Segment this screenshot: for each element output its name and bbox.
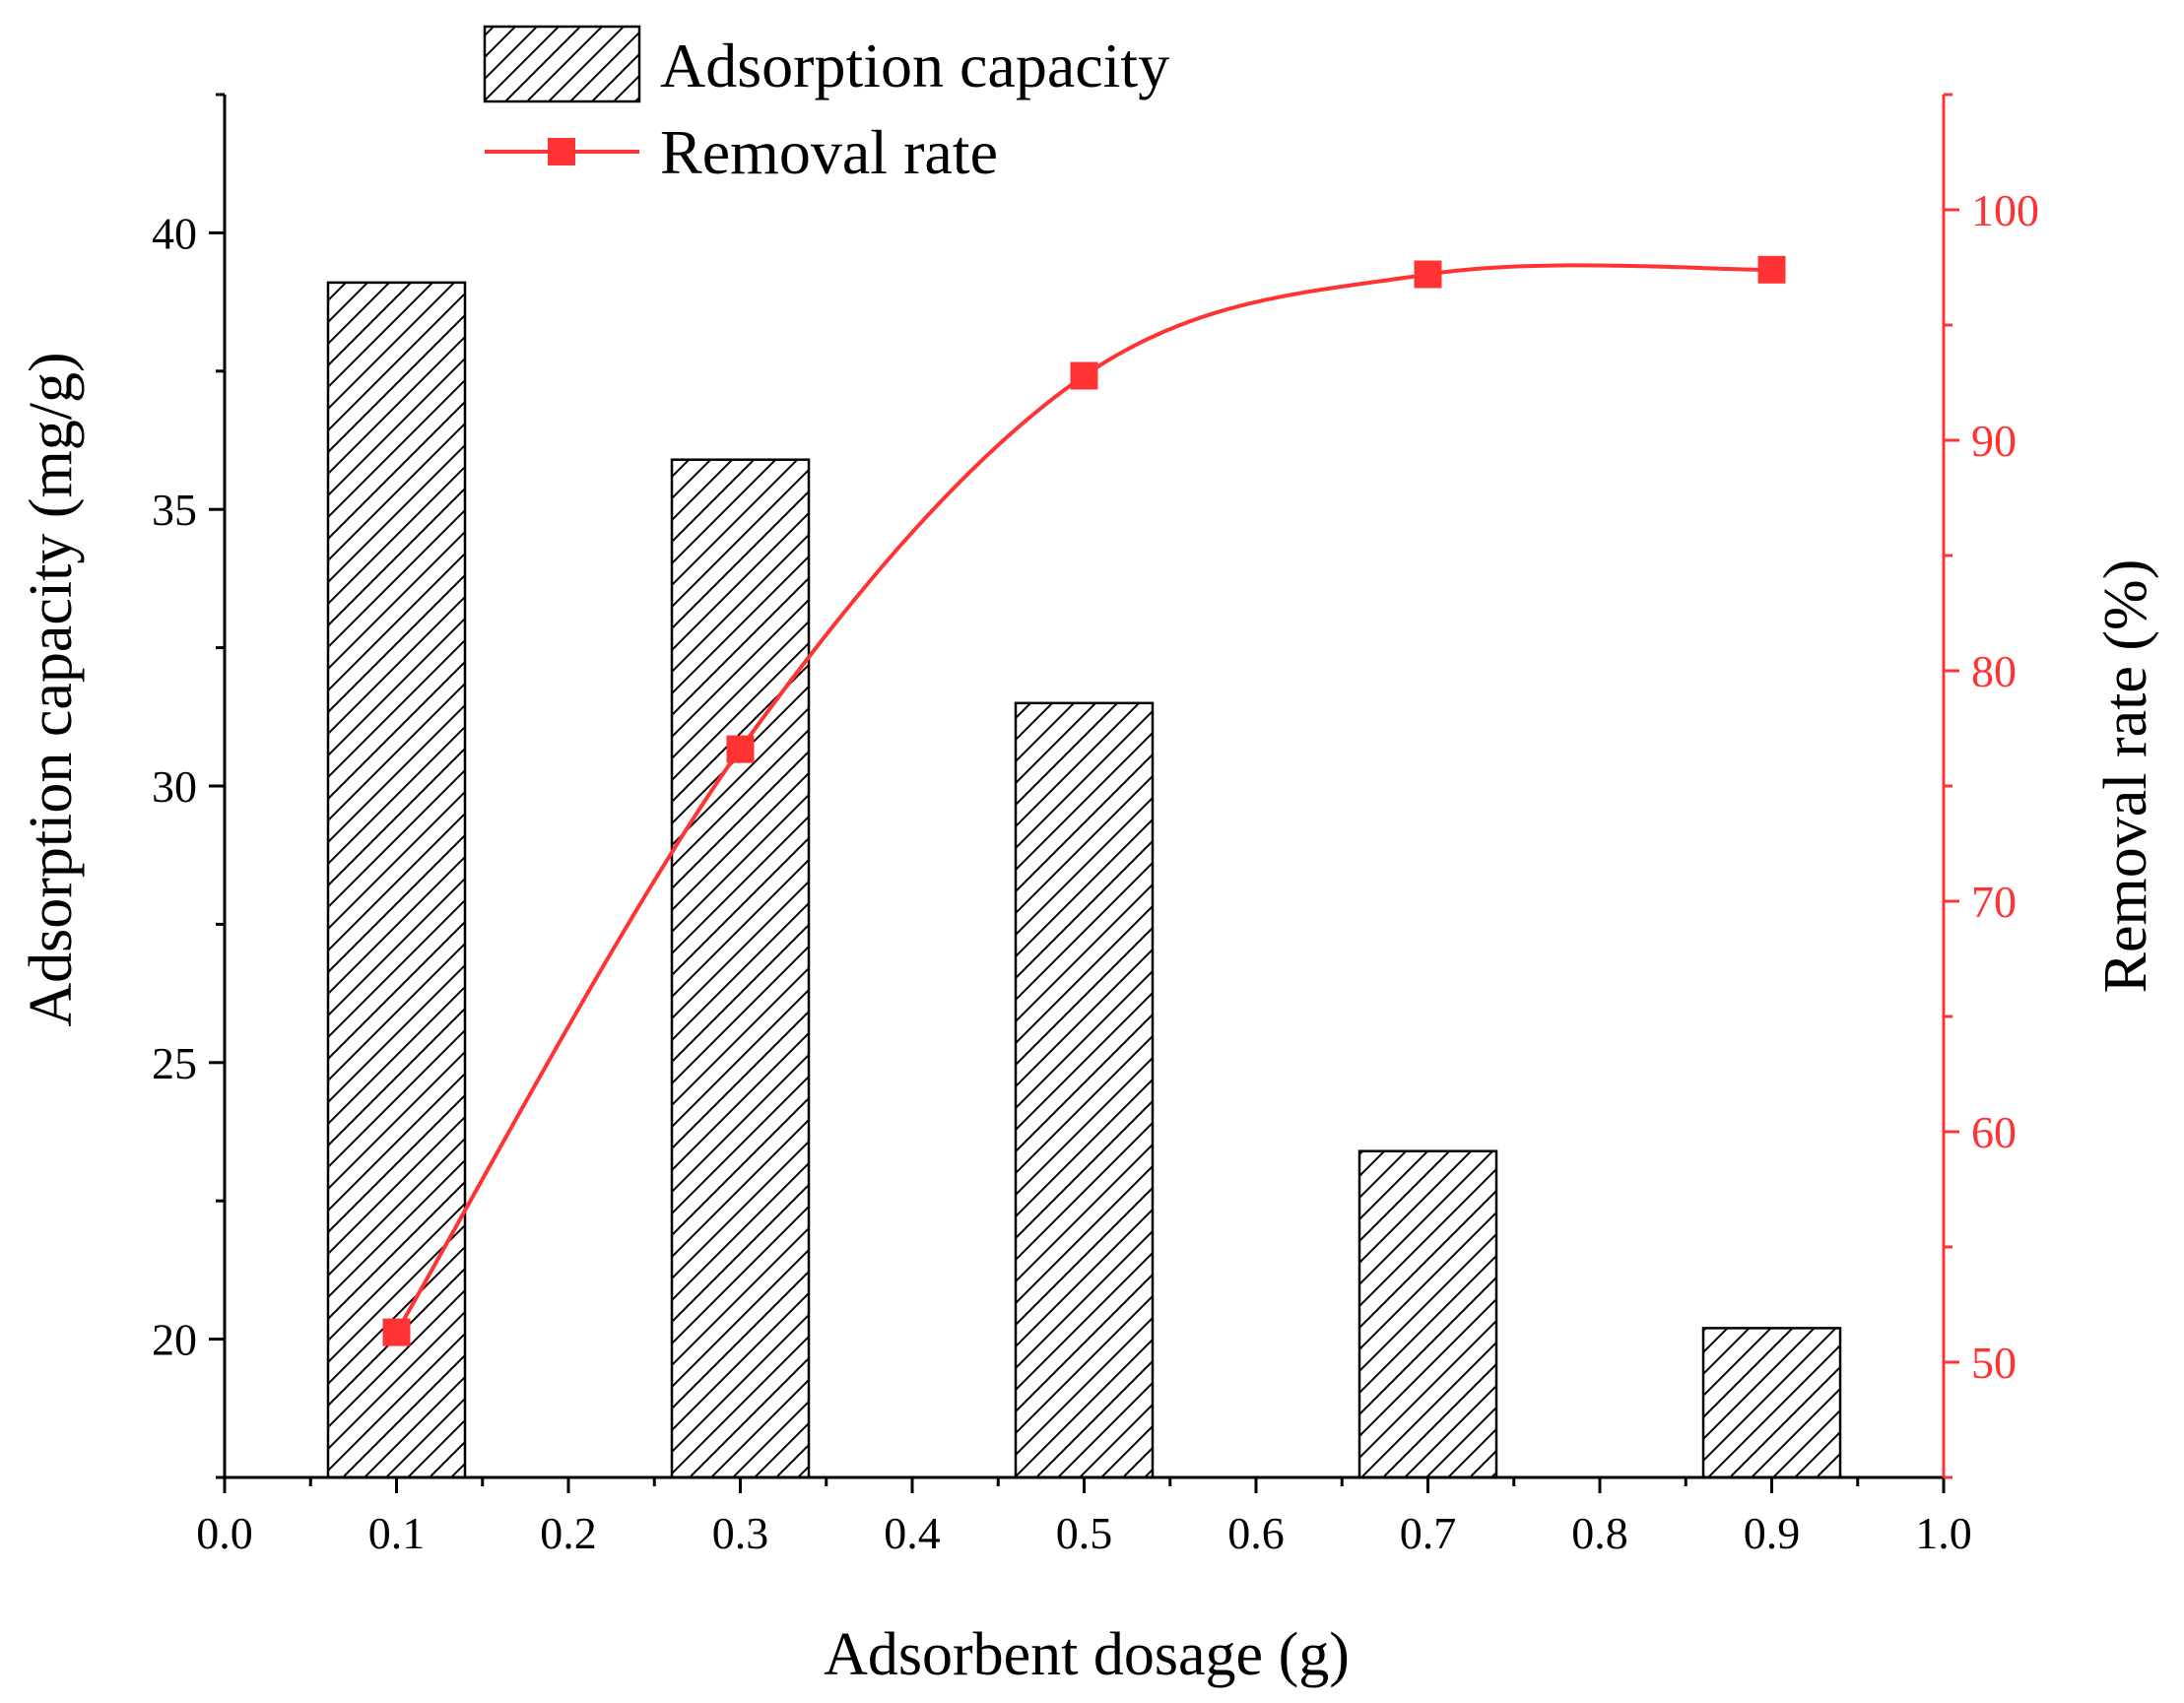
x-tick-label-0.5: 0.5 [1056,1508,1113,1558]
y-right-tick-label-100: 100 [1971,185,2039,235]
removal-rate-marker-0.5 [1070,361,1098,390]
legend: Adsorption capacity Removal rate [483,25,1169,187]
axes-layer: 0.0 0.1 0.2 0.3 0.4 0.5 0.6 0.7 0.8 0.9 1.0 20 25 30 3… [152,93,2039,1558]
removal-rate-marker-0.9 [1757,255,1786,284]
y-right-tick-label-70: 70 [1971,877,2017,927]
legend-marker-square [548,138,575,165]
y-left-tick-label-25: 25 [152,1038,197,1088]
y-left-axis-title: Adsorption capacity (mg/g) [18,352,85,1026]
x-tick-label-0.9: 0.9 [1744,1508,1801,1558]
legend-item-adsorption-capacity: Adsorption capacity [483,25,1169,103]
y-right-axis-title: Removal rate (%) [2092,559,2159,994]
legend-label-removal-rate: Removal rate [660,117,998,187]
removal-rate-marker-0.7 [1414,260,1442,289]
x-tick-label-0.1: 0.1 [368,1508,426,1558]
y-right-tick-label-80: 80 [1971,646,2017,696]
bars-layer [326,281,1842,1479]
line-layer [382,255,1786,1346]
y-right-tick-label-50: 50 [1971,1338,2017,1388]
x-tick-label-0.7: 0.7 [1400,1508,1457,1558]
removal-rate-line [394,263,1772,1334]
bar-0.1 [326,281,467,1479]
x-tick-label-0.3: 0.3 [712,1508,769,1558]
x-tick-label-0.6: 0.6 [1227,1508,1285,1558]
removal-rate-marker-0.1 [382,1318,411,1346]
bar-0.3 [670,458,811,1479]
x-axis-title: Adsorbent dosage (g) [824,1621,1350,1688]
legend-item-removal-rate: Removal rate [485,117,998,187]
legend-label-adsorption-capacity: Adsorption capacity [660,31,1169,100]
x-tick-label-0.2: 0.2 [540,1508,597,1558]
bar-0.7 [1357,1149,1498,1479]
y-left-tick-label-30: 30 [152,761,197,812]
x-tick-label-1.0: 1.0 [1915,1508,1972,1558]
x-tick-label-0.0: 0.0 [196,1508,253,1558]
removal-rate-marker-0.3 [726,735,755,763]
bar-0.5 [1014,701,1155,1479]
legend-swatch-hatch [483,25,641,103]
y-right-tick-label-90: 90 [1971,416,2017,466]
x-tick-label-0.4: 0.4 [884,1508,941,1558]
y-left-tick-label-40: 40 [152,208,197,258]
x-tick-label-0.8: 0.8 [1571,1508,1628,1558]
y-left-tick-label-20: 20 [152,1315,197,1365]
bar-0.9 [1701,1327,1842,1479]
y-right-tick-label-60: 60 [1971,1107,2017,1157]
y-left-tick-label-35: 35 [152,485,197,535]
